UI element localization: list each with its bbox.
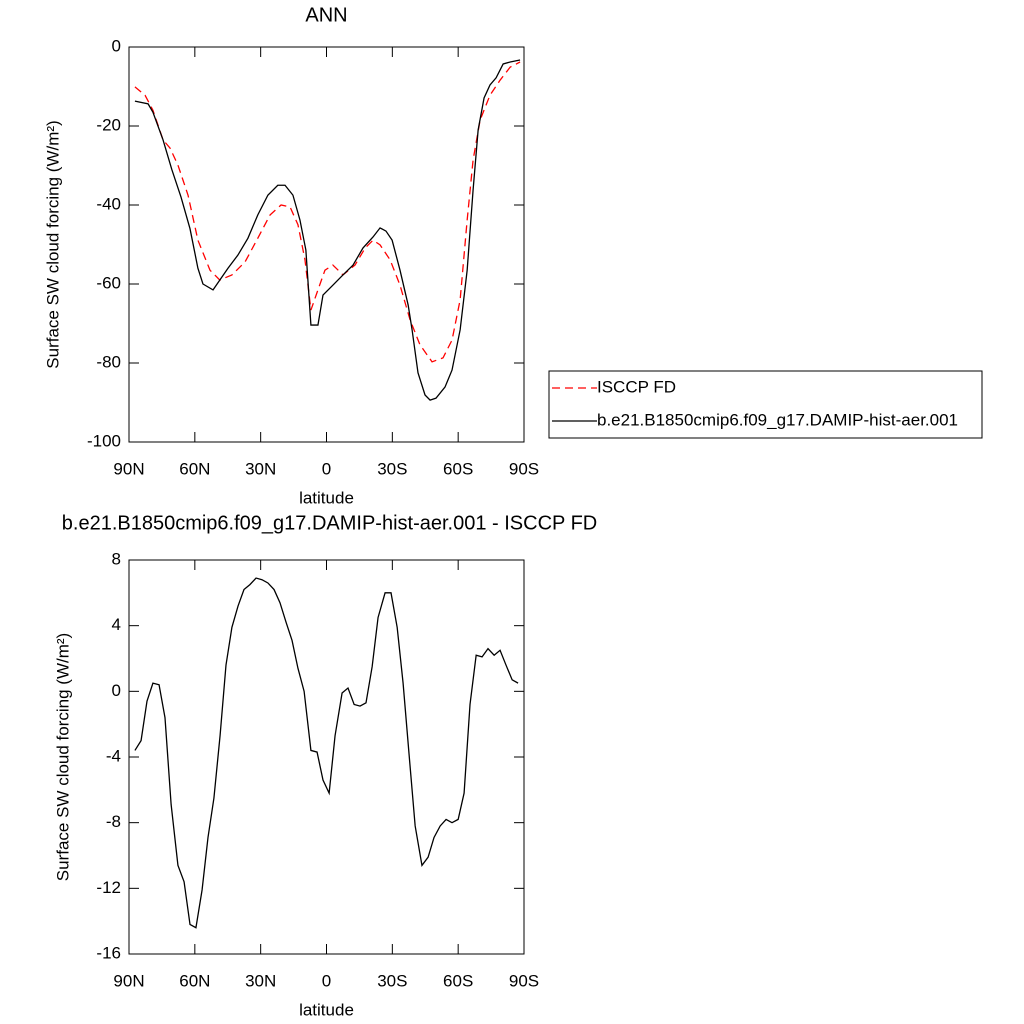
data-line xyxy=(134,577,519,929)
chart-title: ANN xyxy=(305,4,347,26)
y-tick-label: 8 xyxy=(112,549,121,568)
data-line xyxy=(134,59,521,401)
y-tick-label: 0 xyxy=(112,681,121,700)
y-axis-label: Surface SW cloud forcing (W/m²) xyxy=(43,120,62,368)
legend-box xyxy=(548,370,983,439)
x-tick-label: 60N xyxy=(179,459,210,478)
plot-frame xyxy=(128,559,525,955)
x-tick-label: 30S xyxy=(377,459,407,478)
x-tick-label: 60S xyxy=(443,459,473,478)
x-axis-label: latitude xyxy=(299,1000,354,1019)
y-tick-label: -8 xyxy=(106,812,121,831)
x-tick-label: 90S xyxy=(509,971,539,990)
y-tick-label: -40 xyxy=(96,194,121,213)
x-tick-label: 60S xyxy=(443,971,473,990)
y-tick-label: -60 xyxy=(96,273,121,292)
data-line xyxy=(134,61,521,363)
x-tick-label: 60N xyxy=(179,971,210,990)
legend-label: b.e21.B1850cmip6.f09_g17.DAMIP-hist-aer.… xyxy=(597,410,958,429)
x-tick-label: 90N xyxy=(113,971,144,990)
y-axis-label: Surface SW cloud forcing (W/m²) xyxy=(53,633,72,881)
x-tick-label: 30N xyxy=(245,971,276,990)
y-tick-label: -100 xyxy=(87,431,121,450)
x-axis-label: latitude xyxy=(299,488,354,507)
y-tick-label: 0 xyxy=(112,36,121,55)
y-tick-label: -20 xyxy=(96,115,121,134)
chart-title: b.e21.B1850cmip6.f09_g17.DAMIP-hist-aer.… xyxy=(62,512,597,534)
x-tick-label: 90S xyxy=(509,459,539,478)
y-tick-label: 4 xyxy=(112,615,121,634)
legend-label: ISCCP FD xyxy=(597,377,676,396)
x-tick-label: 30N xyxy=(245,459,276,478)
y-tick-label: -12 xyxy=(96,878,121,897)
y-tick-label: -16 xyxy=(96,943,121,962)
x-tick-label: 0 xyxy=(322,459,331,478)
x-tick-label: 0 xyxy=(322,971,331,990)
x-tick-label: 90N xyxy=(113,459,144,478)
x-tick-label: 30S xyxy=(377,971,407,990)
y-tick-label: -80 xyxy=(96,352,121,371)
y-tick-label: -4 xyxy=(106,746,121,765)
